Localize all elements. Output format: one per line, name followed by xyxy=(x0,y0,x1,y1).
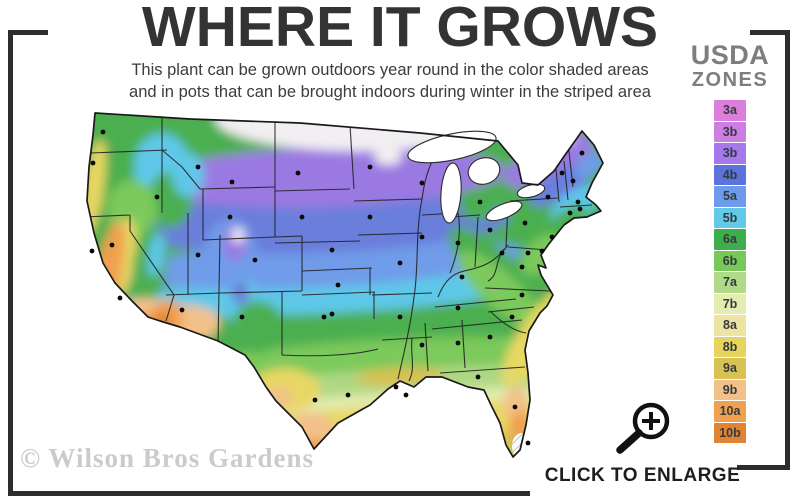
city-dot xyxy=(525,250,531,256)
legend-swatch: 7a xyxy=(714,272,746,293)
city-dot xyxy=(509,314,515,320)
us-map-svg xyxy=(86,112,604,458)
city-dot xyxy=(345,392,351,398)
city-dot xyxy=(559,170,565,176)
city-dot xyxy=(393,384,399,390)
city-dot xyxy=(335,282,341,288)
city-dot xyxy=(419,234,425,240)
city-dot xyxy=(239,314,245,320)
city-dot xyxy=(109,242,115,248)
city-dot xyxy=(455,240,461,246)
legend-swatch: 10b xyxy=(714,422,746,443)
usda-zones-legend: USDA ZONES 3a 3b 3b 4b 5a 5b 6a 6b 7a 7b 8a 8b 9a 9b 1… xyxy=(684,42,776,443)
legend-swatch: 3b xyxy=(714,143,746,164)
legend-swatch: 9a xyxy=(714,358,746,379)
enlarge-label: CLICK TO ENLARGE xyxy=(544,465,741,486)
city-dot xyxy=(397,314,403,320)
legend-swatch: 3a xyxy=(714,100,746,121)
city-dot xyxy=(195,252,201,258)
page-title: WHERE IT GROWS xyxy=(141,0,659,59)
legend-swatch: 8b xyxy=(714,336,746,357)
city-dot xyxy=(229,179,235,185)
city-dot xyxy=(154,194,160,200)
legend-swatch-list: 3a 3b 3b 4b 5a 5b 6a 6b 7a 7b 8a 8b 9a 9b 10a 10b xyxy=(684,100,776,443)
city-dot xyxy=(567,210,573,216)
city-dot xyxy=(519,264,525,270)
city-dot xyxy=(89,248,95,254)
subtitle-line2: and in pots that can be brought indoors … xyxy=(129,82,651,101)
city-dot xyxy=(367,164,373,170)
city-dot xyxy=(299,214,305,220)
city-dot xyxy=(179,307,185,313)
legend-swatch: 6a xyxy=(714,229,746,250)
city-dot xyxy=(403,392,409,398)
magnifier-plus-icon xyxy=(615,402,669,454)
city-dot xyxy=(475,374,481,380)
city-dot xyxy=(367,214,373,220)
legend-title-usda: USDA xyxy=(690,40,770,70)
city-dot xyxy=(90,160,96,166)
city-dot xyxy=(419,342,425,348)
city-dot xyxy=(477,199,483,205)
city-dot xyxy=(397,260,403,266)
city-dot xyxy=(575,199,581,205)
city-dot xyxy=(525,440,531,446)
city-dot xyxy=(455,340,461,346)
city-dot xyxy=(499,250,505,256)
legend-swatch: 5b xyxy=(714,207,746,228)
frame-bottom xyxy=(8,491,530,496)
legend-swatch: 9b xyxy=(714,379,746,400)
frame-bottom-right xyxy=(737,465,790,470)
subtitle: This plant can be grown outdoors year ro… xyxy=(40,60,740,104)
subtitle-line1: This plant can be grown outdoors year ro… xyxy=(131,61,649,79)
city-dot xyxy=(579,150,585,156)
city-dot xyxy=(545,194,551,200)
city-dot xyxy=(195,164,201,170)
city-dot xyxy=(117,295,123,301)
city-dot xyxy=(455,305,461,311)
legend-swatch: 7b xyxy=(714,293,746,314)
city-dot xyxy=(487,334,493,340)
city-dot xyxy=(100,129,106,135)
city-dot xyxy=(321,314,327,320)
frame-top-right xyxy=(750,30,790,35)
map-outline xyxy=(86,112,604,458)
city-dots xyxy=(89,129,585,446)
city-dot xyxy=(522,220,528,226)
city-dot xyxy=(329,311,335,317)
city-dot xyxy=(570,178,576,184)
legend-swatch: 8a xyxy=(714,315,746,336)
city-dot xyxy=(329,247,335,253)
city-dot xyxy=(577,206,583,212)
usda-zone-map[interactable] xyxy=(70,105,630,475)
legend-swatch: 4b xyxy=(714,164,746,185)
legend-swatch: 3b xyxy=(714,121,746,142)
city-dot xyxy=(295,170,301,176)
city-dot xyxy=(419,180,425,186)
legend-title-zones: ZONES xyxy=(691,69,769,91)
click-to-enlarge-button[interactable]: CLICK TO ENLARGE xyxy=(540,398,745,487)
city-dot xyxy=(312,397,318,403)
city-dot xyxy=(459,274,465,280)
city-dot xyxy=(539,248,545,254)
city-dot xyxy=(549,234,555,240)
city-dot xyxy=(487,227,493,233)
city-dot xyxy=(512,404,518,410)
legend-swatch: 5a xyxy=(714,186,746,207)
watermark: © Wilson Bros Gardens xyxy=(20,443,314,473)
city-dot xyxy=(252,257,258,263)
legend-swatch: 10a xyxy=(714,401,746,422)
city-dot xyxy=(519,292,525,298)
legend-swatch: 6b xyxy=(714,250,746,271)
city-dot xyxy=(227,214,233,220)
frame-right xyxy=(785,30,790,470)
frame-left xyxy=(8,30,13,496)
frame-top-left xyxy=(8,30,48,35)
